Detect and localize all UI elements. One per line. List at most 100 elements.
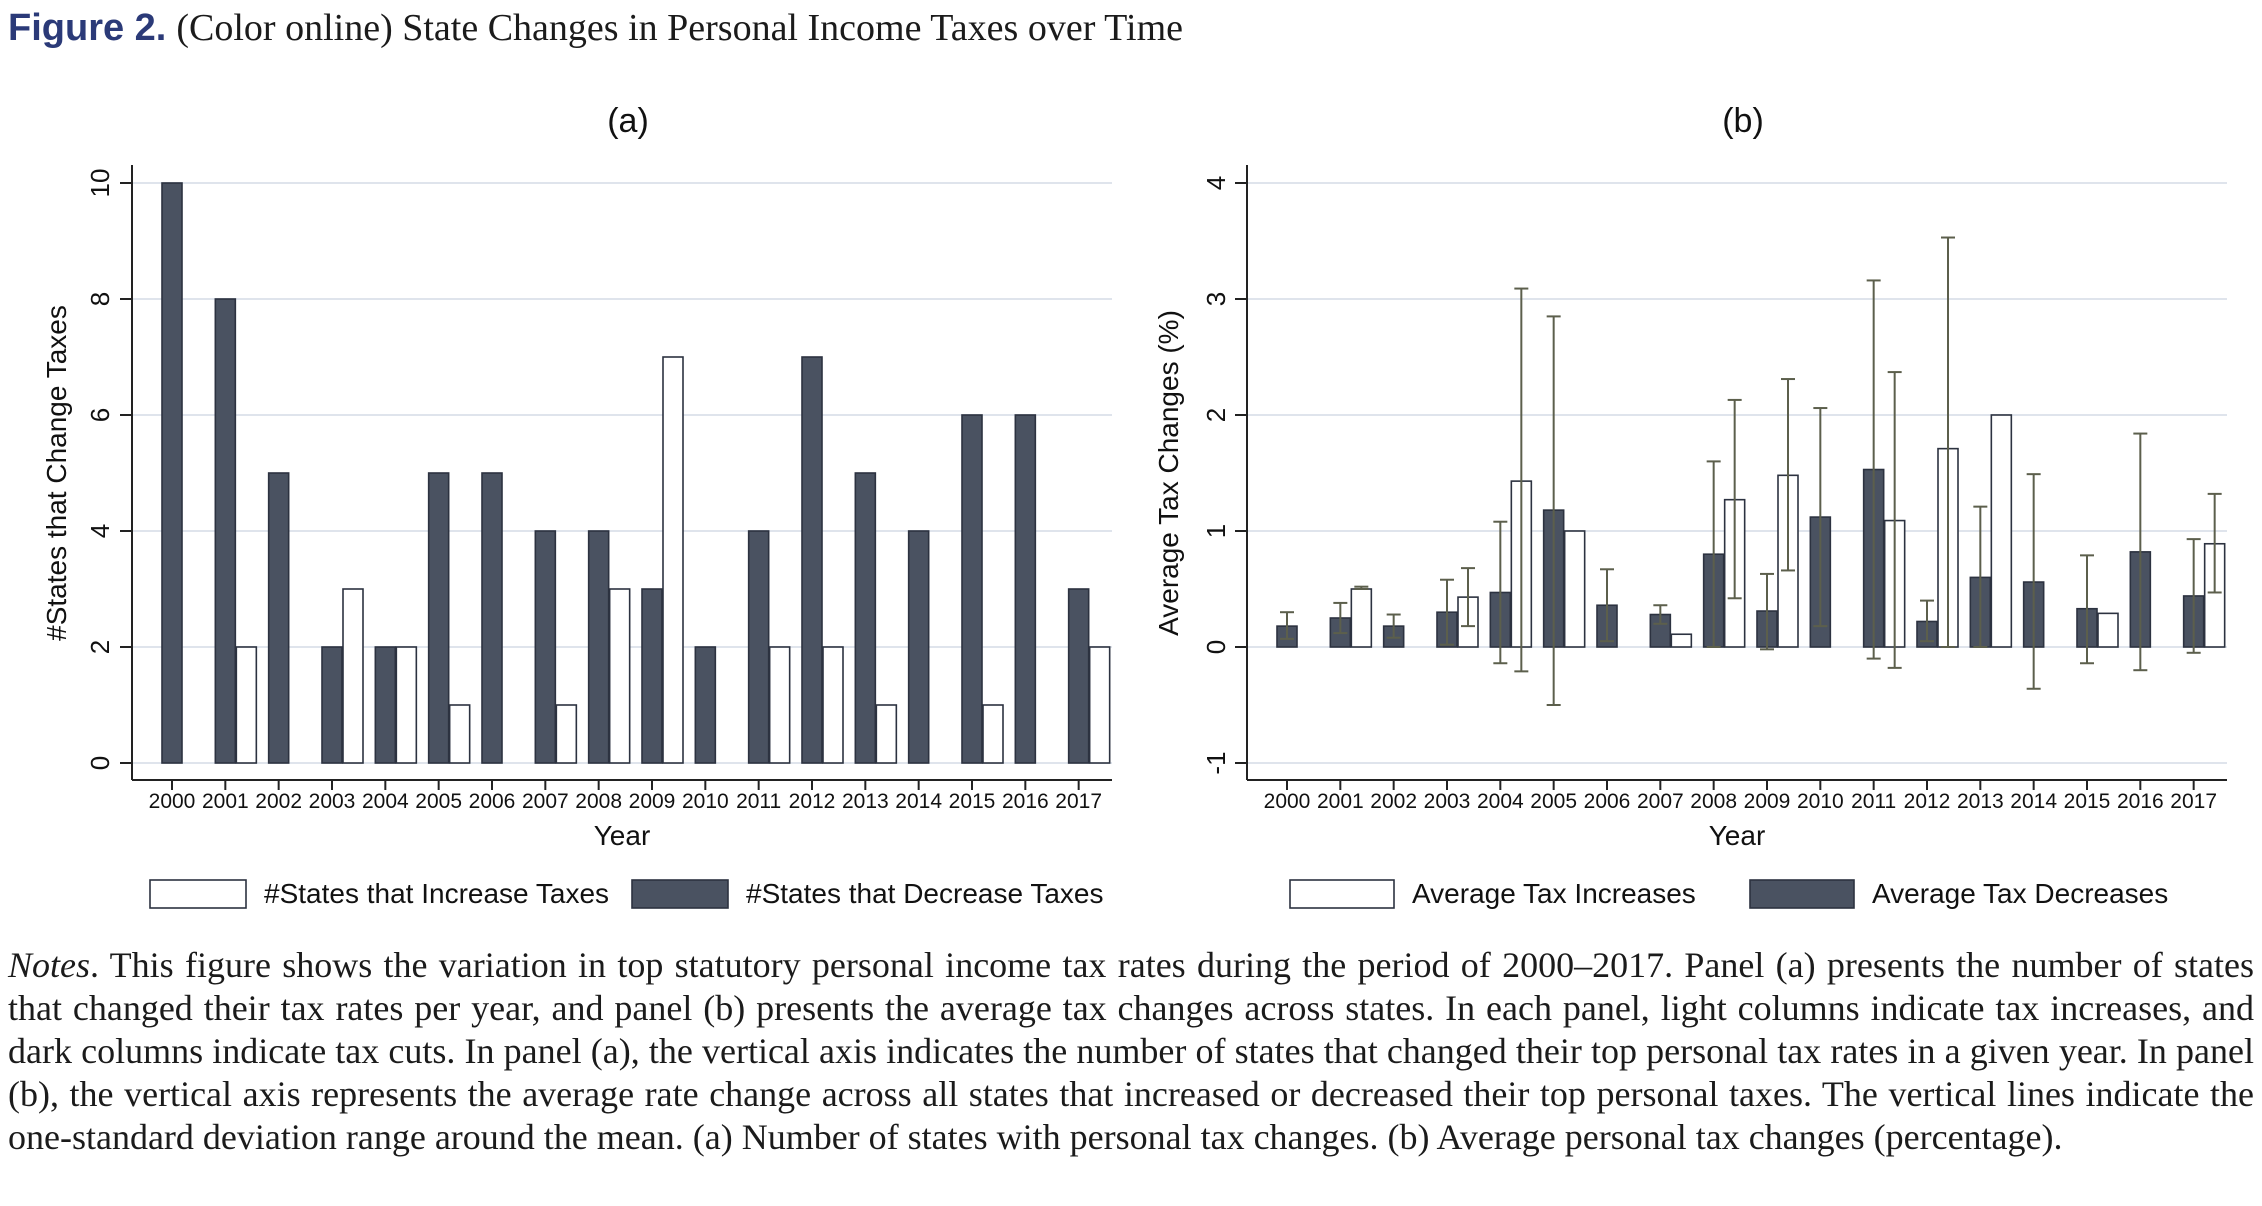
x-tick-label: 2010: [682, 790, 729, 813]
bar-increase: [983, 705, 1003, 763]
bar-decrease: [855, 473, 875, 763]
y-tick-label: 1: [1201, 524, 1231, 538]
x-tick-label: 2006: [1584, 790, 1631, 813]
legend-label: #States that Increase Taxes: [264, 878, 609, 909]
bar-decrease: [322, 647, 342, 763]
x-axis-label: Year: [1709, 820, 1766, 851]
x-tick-label: 2013: [1957, 790, 2004, 813]
x-tick-label: 2017: [2170, 790, 2217, 813]
x-tick-label: 2009: [629, 790, 676, 813]
bar-decrease: [162, 183, 182, 763]
x-tick-label: 2017: [1055, 790, 1102, 813]
y-tick-label: 6: [85, 408, 115, 422]
legend-swatch: [1290, 880, 1394, 908]
bar-increase: [556, 705, 576, 763]
x-tick-label: 2000: [149, 790, 196, 813]
x-tick-label: 2013: [842, 790, 889, 813]
y-tick-label: 0: [85, 756, 115, 770]
x-tick-label: 2002: [255, 790, 302, 813]
bar-increase: [2098, 613, 2118, 647]
bar-decrease: [962, 415, 982, 763]
x-tick-label: 2005: [415, 790, 462, 813]
legend-label: #States that Decrease Taxes: [746, 878, 1103, 909]
x-tick-label: 2016: [1002, 790, 1049, 813]
x-tick-label: 2002: [1370, 790, 1417, 813]
y-tick-label: 4: [1201, 176, 1231, 190]
legend-swatch: [1750, 880, 1854, 908]
bar-increase: [450, 705, 470, 763]
x-tick-label: 2008: [1690, 790, 1737, 813]
x-tick-label: 2001: [1317, 790, 1364, 813]
bar-increase: [1565, 531, 1585, 647]
x-tick-label: 2000: [1264, 790, 1311, 813]
legend-label: Average Tax Decreases: [1872, 878, 2168, 909]
bar-decrease: [1069, 589, 1089, 763]
legend-swatch: [632, 880, 728, 908]
y-tick-label: 2: [1201, 408, 1231, 422]
bar-decrease: [429, 473, 449, 763]
x-tick-label: 2004: [362, 790, 409, 813]
notes-label: Notes: [8, 945, 90, 985]
bar-increase: [396, 647, 416, 763]
bar-decrease: [1015, 415, 1035, 763]
x-tick-label: 2010: [1797, 790, 1844, 813]
x-tick-label: 2012: [1904, 790, 1951, 813]
x-tick-label: 2005: [1530, 790, 1577, 813]
x-tick-label: 2009: [1744, 790, 1791, 813]
bar-increase: [770, 647, 790, 763]
bar-decrease: [535, 531, 555, 763]
bar-decrease: [215, 299, 235, 763]
x-tick-label: 2008: [575, 790, 622, 813]
x-tick-label: 2015: [949, 790, 996, 813]
x-tick-label: 2011: [736, 790, 781, 813]
bar-decrease: [642, 589, 662, 763]
x-tick-label: 2016: [2117, 790, 2164, 813]
panel-title: (b): [1722, 102, 1764, 140]
bar-decrease: [269, 473, 289, 763]
panel-b: (b) -1 0 1 2 3 4 Average Tax Changes (%) 2000 200…: [1153, 102, 2227, 909]
x-tick-label: 2007: [1637, 790, 1684, 813]
bar-increase: [823, 647, 843, 763]
x-tick-label: 2003: [1424, 790, 1471, 813]
x-tick-label: 2004: [1477, 790, 1524, 813]
panel-a: (a) 0 2 4 6 8 10 #States that Change Taxes 2000 2…: [41, 102, 1112, 909]
y-tick-label: 4: [85, 524, 115, 538]
x-tick-label: 2011: [1851, 790, 1896, 813]
figure-notes: Notes. This figure shows the variation i…: [8, 944, 2254, 1159]
bar-increase: [663, 357, 683, 763]
x-tick-label: 2006: [469, 790, 516, 813]
notes-text: . This figure shows the variation in top…: [8, 945, 2254, 1157]
bar-decrease: [802, 357, 822, 763]
legend-label: Average Tax Increases: [1412, 878, 1696, 909]
bar-increase: [236, 647, 256, 763]
x-tick-label: 2003: [309, 790, 356, 813]
bar-decrease: [695, 647, 715, 763]
x-axis-label: Year: [594, 820, 651, 851]
x-tick-label: 2012: [789, 790, 836, 813]
x-tick-label: 2014: [2010, 790, 2057, 813]
bar-increase: [1991, 415, 2011, 647]
bar-increase: [1671, 634, 1691, 647]
bar-decrease: [589, 531, 609, 763]
bar-decrease: [482, 473, 502, 763]
x-tick-label: 2007: [522, 790, 569, 813]
y-axis-label: #States that Change Taxes: [41, 305, 72, 641]
y-tick-label: 8: [85, 292, 115, 306]
y-tick-label: 2: [85, 640, 115, 654]
bar-decrease: [375, 647, 395, 763]
y-tick-label: -1: [1201, 751, 1231, 774]
x-tick-label: 2014: [895, 790, 942, 813]
bar-increase: [1351, 589, 1371, 647]
y-tick-label: 10: [85, 169, 115, 198]
y-axis-label: Average Tax Changes (%): [1153, 310, 1184, 636]
bar-increase: [1090, 647, 1110, 763]
panel-title: (a): [607, 102, 649, 140]
bar-increase: [876, 705, 896, 763]
y-tick-label: 0: [1201, 640, 1231, 654]
x-tick-label: 2001: [202, 790, 249, 813]
legend-swatch: [150, 880, 246, 908]
bar-increase: [610, 589, 630, 763]
bar-decrease: [749, 531, 769, 763]
bar-increase: [343, 589, 363, 763]
